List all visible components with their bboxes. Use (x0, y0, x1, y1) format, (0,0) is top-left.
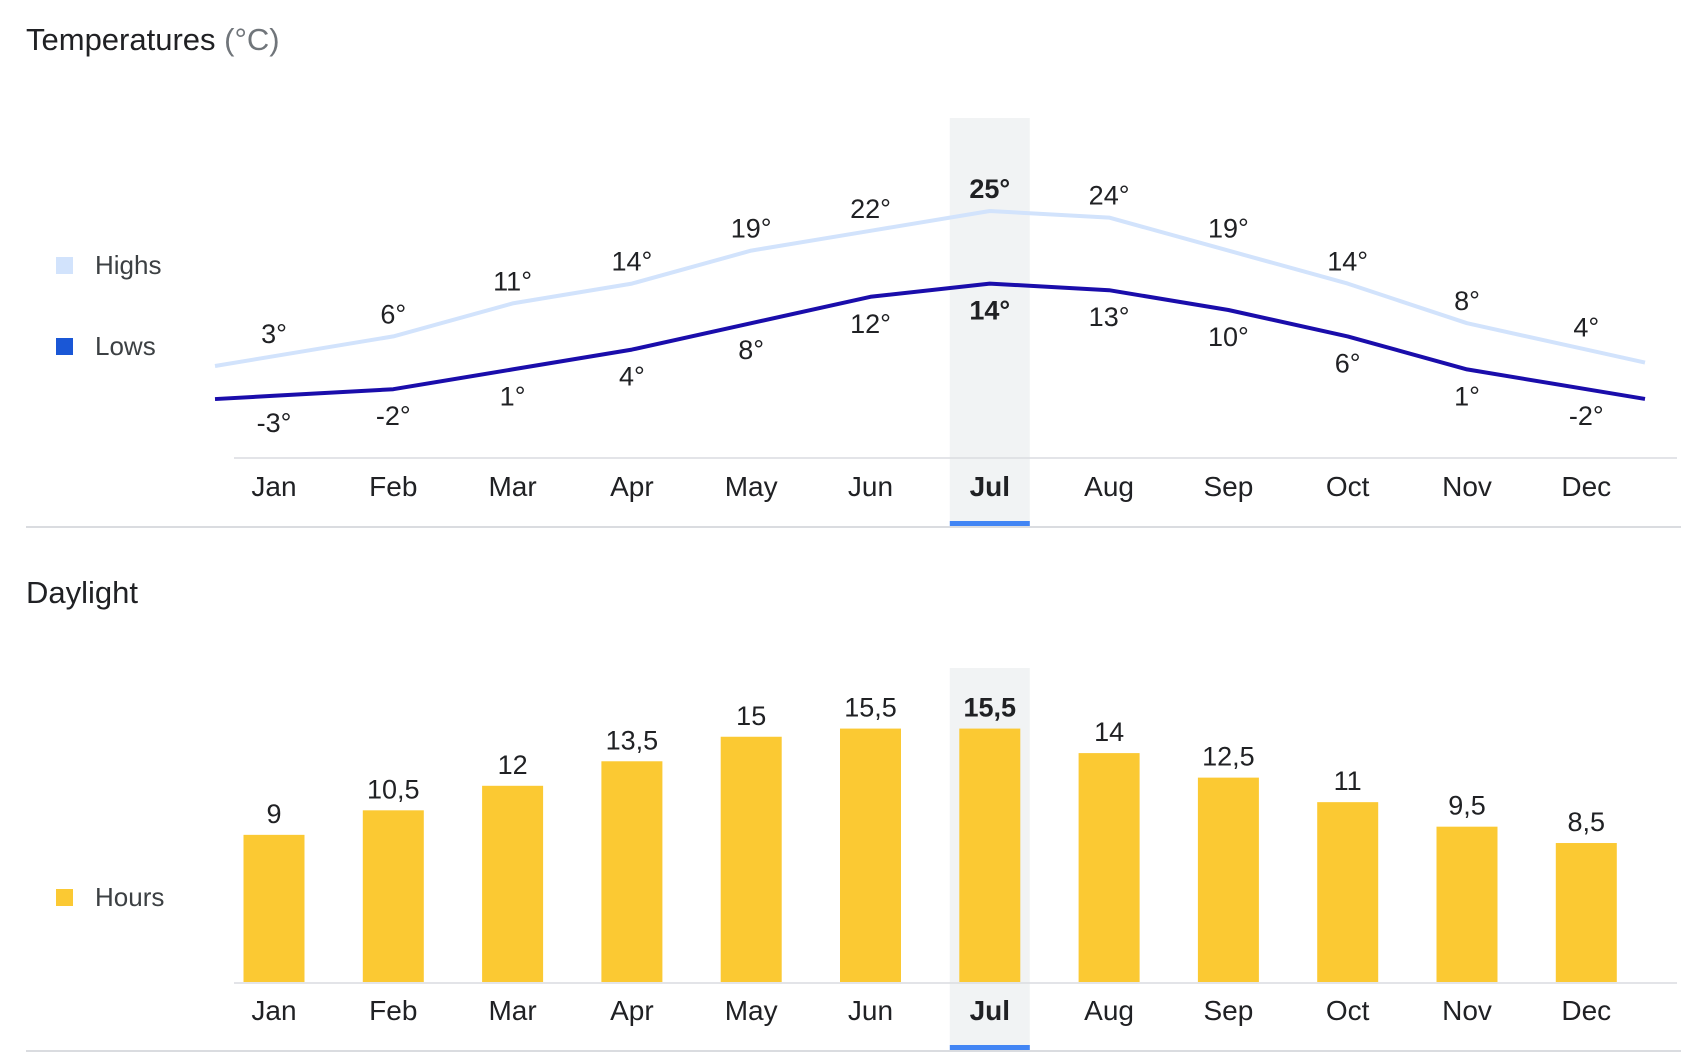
daylight-bar[interactable] (959, 728, 1021, 982)
daylight-bar[interactable] (362, 810, 424, 982)
lows-data-label: 4° (619, 362, 645, 392)
highs-data-label: 14° (611, 247, 652, 277)
section-divider (26, 526, 1681, 528)
daylight-bar[interactable] (840, 728, 901, 982)
month-tick-label[interactable]: Mar (488, 995, 536, 1026)
bar-data-label: 15,5 (964, 693, 1017, 723)
month-tick-label[interactable]: Aug (1084, 471, 1134, 502)
section-divider-bottom (26, 1050, 1681, 1052)
highs-data-label: 3° (261, 319, 287, 349)
month-tick-label[interactable]: Apr (610, 995, 654, 1026)
month-tick-label[interactable]: May (725, 471, 778, 502)
month-tick-label[interactable]: Jun (848, 995, 893, 1026)
bar-data-label: 11 (1334, 766, 1362, 796)
bar-data-label: 10,5 (367, 774, 420, 804)
lows-data-label: 1° (1454, 381, 1480, 411)
temperatures-title-text: Temperatures (26, 22, 216, 57)
month-tick-label[interactable]: Oct (1326, 471, 1370, 502)
highs-data-label: 19° (731, 214, 772, 244)
month-tick-label[interactable]: May (725, 995, 778, 1026)
lows-data-label: 6° (1335, 348, 1361, 378)
month-tick-label[interactable]: Jan (251, 995, 296, 1026)
highs-data-label: 8° (1454, 286, 1480, 316)
lows-data-label: 14° (969, 296, 1010, 326)
bar-data-label: 9,5 (1448, 791, 1486, 821)
bar-data-label: 15 (736, 701, 766, 731)
highs-swatch (56, 257, 73, 274)
highs-data-label: 24° (1089, 181, 1130, 211)
selected-month-indicator (949, 1045, 1030, 1051)
month-tick-label[interactable]: Jun (848, 471, 893, 502)
daylight-bar[interactable] (1078, 753, 1140, 982)
daylight-bar[interactable] (482, 785, 544, 982)
daylight-bar[interactable] (1555, 843, 1617, 982)
daylight-bar[interactable] (1197, 777, 1259, 982)
bar-data-label: 9 (266, 799, 281, 829)
selected-month-band (949, 118, 1030, 524)
legend-label-lows: Lows (95, 331, 156, 361)
temperatures-title: Temperatures (°C) (26, 22, 280, 58)
month-tick-label[interactable]: Dec (1561, 471, 1611, 502)
legend-label-hours: Hours (95, 882, 165, 912)
lows-data-label: -2° (376, 401, 411, 431)
lows-data-label: 12° (850, 309, 891, 339)
month-tick-label[interactable]: Sep (1203, 471, 1253, 502)
highs-data-label: 6° (380, 299, 406, 329)
daylight-bar[interactable] (243, 834, 305, 982)
lows-swatch (56, 338, 73, 355)
lows-series-line (214, 281, 1646, 402)
bar-data-label: 14 (1094, 717, 1124, 747)
highs-data-label: 25° (969, 174, 1010, 204)
temperature-line-chart[interactable]: 3° -3° Jan 6° -2° Feb 11° 1° Mar 14° 4° Apr 19° 8° May… (0, 0, 1707, 540)
month-tick-label[interactable]: Apr (610, 471, 654, 502)
lows-data-label: 13° (1089, 302, 1130, 332)
highs-data-label: 19° (1208, 214, 1249, 244)
daylight-title: Daylight (26, 575, 138, 611)
month-tick-label[interactable]: Jul (970, 471, 1010, 502)
daylight-bar[interactable] (601, 761, 663, 982)
temperatures-unit: (°C) (224, 22, 280, 57)
month-tick-label[interactable]: Jan (251, 471, 296, 502)
highs-data-label: 4° (1573, 313, 1599, 343)
lows-data-label: 10° (1208, 322, 1249, 352)
bar-data-label: 13,5 (606, 725, 659, 755)
highs-data-label: 11° (493, 266, 532, 296)
month-tick-label[interactable]: Feb (369, 995, 417, 1026)
month-tick-label[interactable]: Dec (1561, 995, 1611, 1026)
selected-month-indicator (949, 521, 1030, 527)
bar-data-label: 12 (498, 750, 528, 780)
highs-data-label: 14° (1327, 247, 1368, 277)
month-tick-label[interactable]: Nov (1442, 995, 1492, 1026)
highs-data-label: 22° (850, 194, 891, 224)
daylight-title-text: Daylight (26, 575, 138, 610)
legend-item-hours: Hours (56, 882, 164, 913)
hours-swatch (56, 889, 73, 906)
bar-data-label: 12,5 (1202, 742, 1255, 772)
lows-data-label: 8° (738, 335, 764, 365)
bar-data-label: 15,5 (844, 693, 897, 723)
bar-data-label: 8,5 (1568, 807, 1606, 837)
month-tick-label[interactable]: Feb (369, 471, 417, 502)
legend-item-lows: Lows (56, 331, 156, 362)
highs-series-line (214, 209, 1646, 368)
daylight-bar[interactable] (720, 736, 782, 982)
month-tick-label[interactable]: Aug (1084, 995, 1134, 1026)
month-tick-label[interactable]: Oct (1326, 995, 1370, 1026)
month-tick-label[interactable]: Nov (1442, 471, 1492, 502)
month-tick-label[interactable]: Sep (1203, 995, 1253, 1026)
daylight-bar[interactable] (1317, 802, 1379, 982)
month-tick-label[interactable]: Mar (488, 471, 536, 502)
legend-item-highs: Highs (56, 250, 161, 281)
legend-label-highs: Highs (95, 250, 162, 280)
lows-data-label: -2° (1569, 401, 1604, 431)
lows-data-label: 1° (500, 381, 526, 411)
month-tick-label[interactable]: Jul (970, 995, 1010, 1026)
daylight-bar[interactable] (1436, 826, 1498, 982)
lows-data-label: -3° (257, 408, 292, 438)
